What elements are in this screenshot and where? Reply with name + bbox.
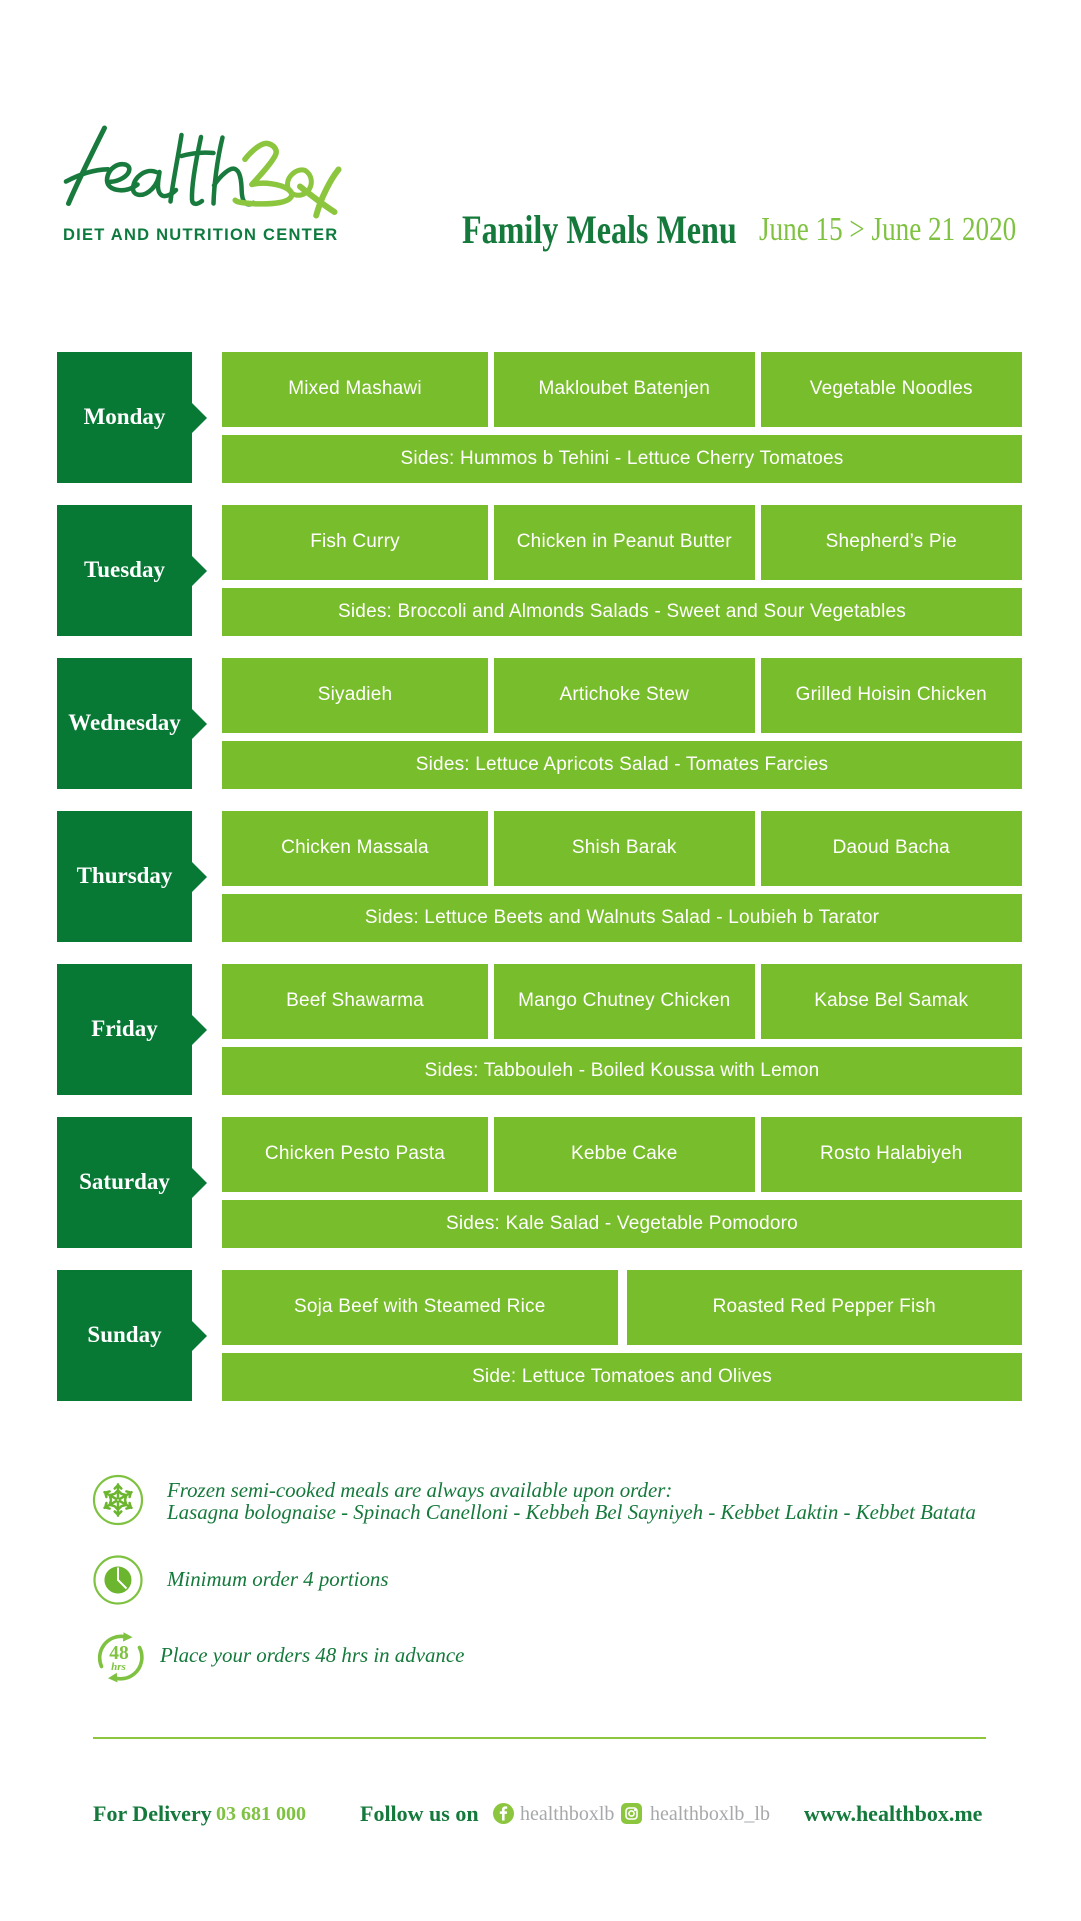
svg-text:48: 48 bbox=[109, 1643, 129, 1664]
svg-text:hrs: hrs bbox=[111, 1661, 126, 1673]
svg-text:DIET AND NUTRITION CENTER: DIET AND NUTRITION CENTER bbox=[63, 226, 338, 244]
